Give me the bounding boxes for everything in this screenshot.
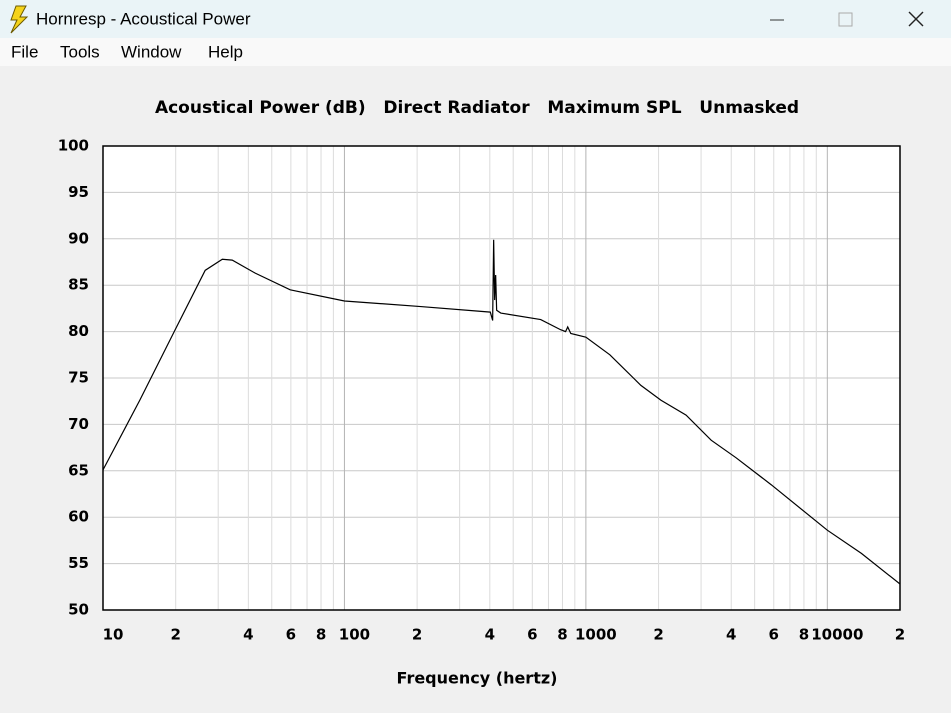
y-tick-label: 85 xyxy=(68,276,89,294)
x-tick-label: 8 xyxy=(557,626,567,644)
title-bar xyxy=(0,0,951,38)
menu-item[interactable]: Window xyxy=(121,42,182,61)
x-axis-label: Frequency (hertz) xyxy=(397,669,558,688)
y-tick-label: 70 xyxy=(68,415,89,433)
y-tick-label: 60 xyxy=(68,508,89,526)
x-tick-label: 2 xyxy=(895,626,905,644)
y-tick-label: 100 xyxy=(58,137,89,155)
x-tick-label: 4 xyxy=(726,626,736,644)
menu-item[interactable]: Help xyxy=(208,42,243,61)
y-tick-label: 65 xyxy=(68,461,89,479)
x-tick-label: 10000 xyxy=(811,626,863,644)
data-line xyxy=(102,239,901,585)
x-tick-label: 10 xyxy=(103,626,124,644)
x-tick-label: 6 xyxy=(286,626,296,644)
x-tick-label: 8 xyxy=(799,626,809,644)
x-tick-label: 6 xyxy=(527,626,537,644)
x-tick-label: 8 xyxy=(316,626,326,644)
app-icon xyxy=(10,5,29,34)
x-tick-label: 100 xyxy=(339,626,370,644)
plot-frame xyxy=(102,145,901,611)
x-tick-label: 2 xyxy=(653,626,663,644)
y-tick-label: 55 xyxy=(68,554,89,572)
chart-title: Acoustical Power (dB) Direct Radiator Ma… xyxy=(155,98,799,118)
close-button[interactable] xyxy=(908,11,924,27)
y-tick-label: 90 xyxy=(68,229,89,247)
y-tick-label: 80 xyxy=(68,322,89,340)
y-tick-label: 95 xyxy=(68,183,89,201)
maximize-button[interactable] xyxy=(838,12,853,27)
x-tick-label: 2 xyxy=(170,626,180,644)
window-title: Hornresp - Acoustical Power xyxy=(36,9,251,28)
y-tick-label: 75 xyxy=(68,369,89,387)
x-tick-label: 4 xyxy=(243,626,253,644)
x-tick-label: 2 xyxy=(412,626,422,644)
x-tick-label: 6 xyxy=(769,626,779,644)
x-tick-label: 1000 xyxy=(575,626,617,644)
menu-bar xyxy=(0,38,951,66)
x-tick-label: 4 xyxy=(485,626,495,644)
menu-item[interactable]: Tools xyxy=(60,42,100,61)
y-tick-label: 50 xyxy=(68,601,89,619)
menu-item[interactable]: File xyxy=(11,42,38,61)
